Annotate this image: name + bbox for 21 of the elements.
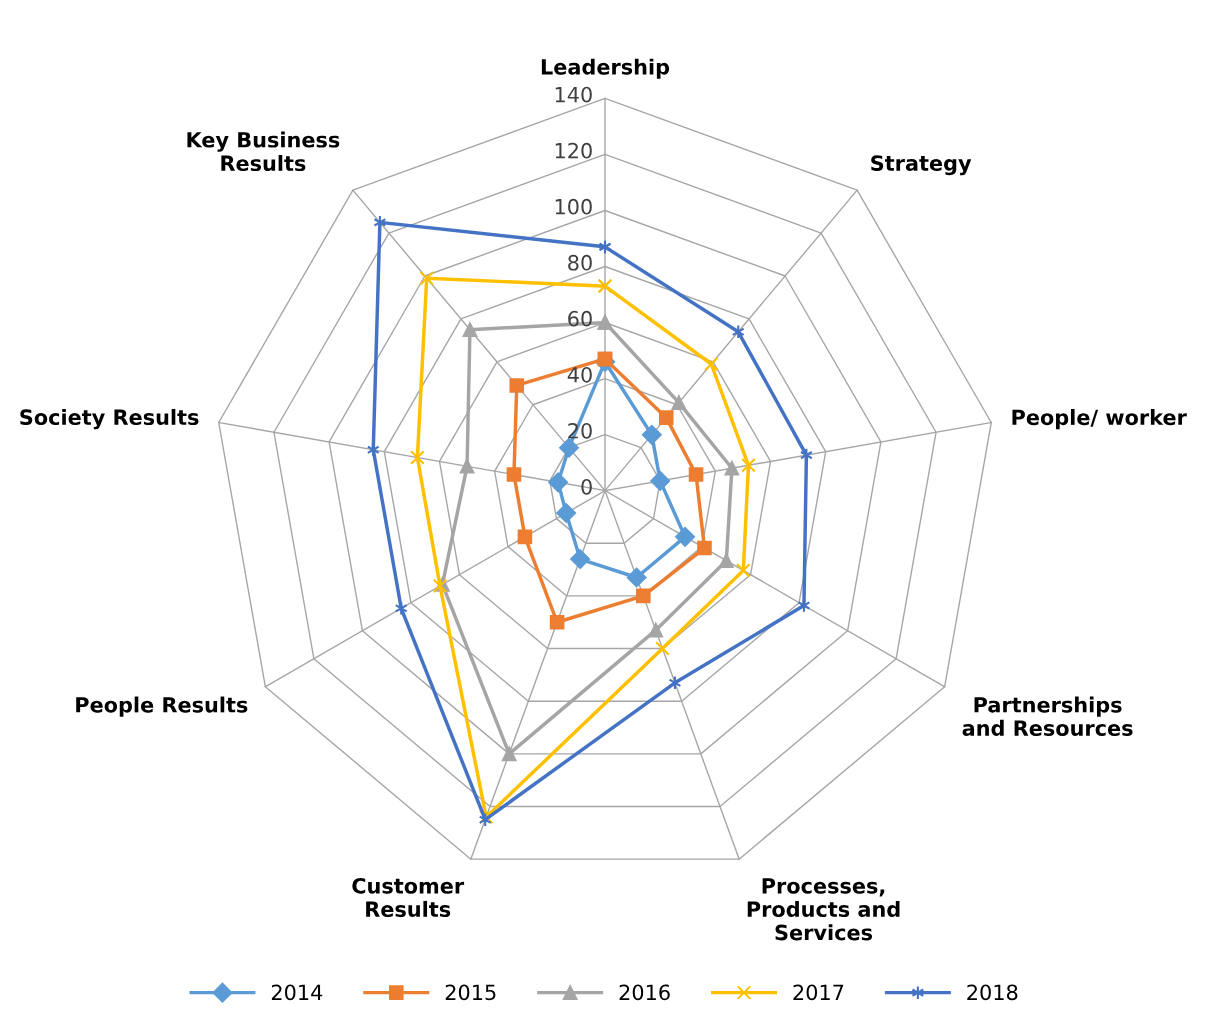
spoke-label: Customer Results	[352, 877, 465, 918]
legend-label: 2015	[445, 984, 496, 1001]
legend-label: 2018	[967, 984, 1018, 1001]
y-tick-label: 60	[568, 310, 592, 327]
spoke-label: People Results	[76, 696, 248, 717]
spoke-label: Processes, Products and Services	[747, 878, 900, 941]
spoke-label: Key Business Results	[187, 131, 340, 172]
legend-label: 2016	[619, 984, 670, 1001]
y-tick-label: 0	[581, 478, 592, 495]
y-tick-label: 40	[567, 366, 592, 383]
legend-label: 2014	[271, 984, 323, 1001]
spoke-label: People/ worker	[1012, 409, 1187, 430]
y-tick-label: 100	[555, 198, 592, 215]
spoke-label: Leadership	[541, 58, 670, 79]
spoke-label: Strategy	[871, 155, 972, 176]
y-tick-label: 140	[555, 86, 592, 103]
y-tick-label: 80	[568, 254, 592, 271]
spoke-label: Society Results	[20, 408, 199, 430]
legend-label: 2017	[793, 984, 844, 1001]
y-tick-label: 120	[555, 142, 592, 159]
spoke-label: Partnerships and Resources	[962, 696, 1133, 736]
